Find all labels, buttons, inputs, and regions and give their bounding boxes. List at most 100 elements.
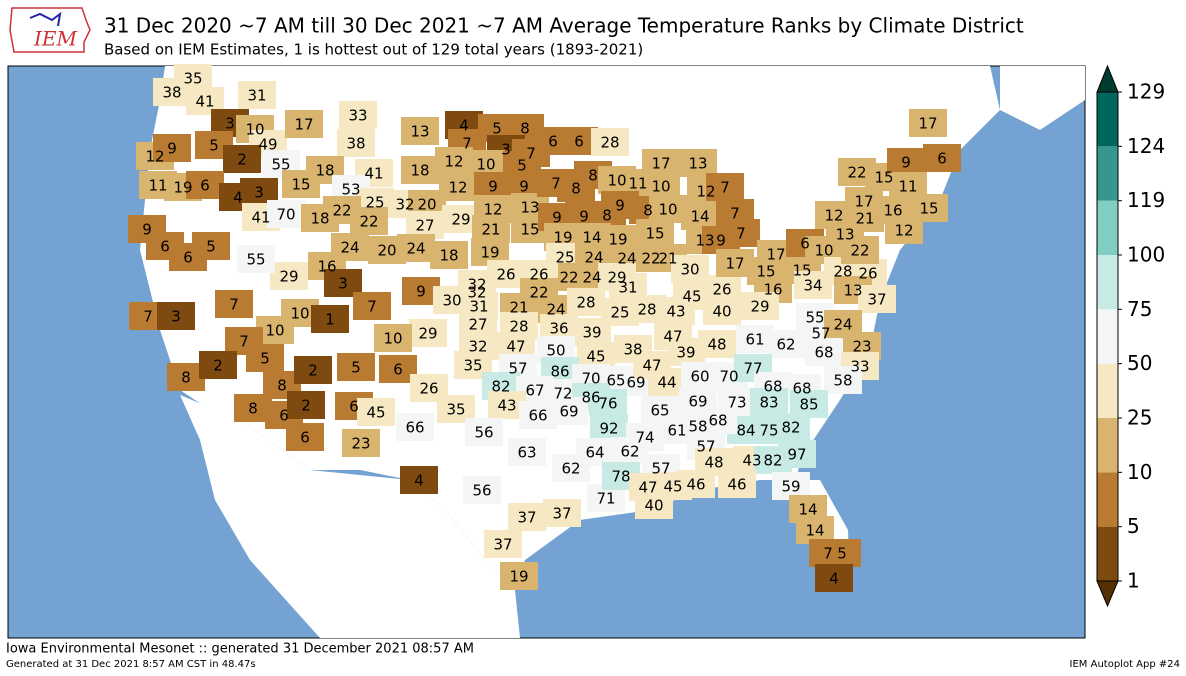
district-rank: 67	[525, 382, 544, 400]
district-fill	[567, 288, 605, 316]
district-rank: 5	[209, 137, 219, 155]
district-rank: 35	[463, 357, 482, 375]
district-rank: 12	[696, 183, 715, 201]
district-rank: 23	[852, 338, 871, 356]
district-rank: 75	[759, 422, 778, 440]
district-fill	[677, 470, 715, 498]
district-fill	[824, 366, 862, 394]
district-rank: 12	[448, 179, 467, 197]
district-rank: 12	[145, 148, 164, 166]
district-rank: 46	[686, 476, 705, 494]
district-fill	[889, 172, 927, 200]
district-rank: 5	[260, 350, 270, 368]
district-fill	[267, 200, 305, 228]
district-rank: 35	[183, 70, 202, 88]
district-rank: 11	[148, 177, 167, 195]
district-rank: 9	[167, 140, 177, 158]
district-fill	[199, 351, 237, 379]
district-rank: 16	[763, 281, 782, 299]
logo-text: IEM	[33, 27, 78, 51]
district-fill	[237, 245, 275, 273]
district-fill	[186, 171, 224, 199]
district-rank: 12	[894, 222, 913, 240]
district-rank: 55	[805, 309, 824, 327]
district-rank: 9	[716, 232, 726, 250]
district-rank: 5	[517, 157, 527, 175]
district-rank: 55	[246, 251, 265, 269]
colorbar-segment	[1097, 363, 1118, 418]
district-rank: 57	[696, 438, 715, 456]
district-rank: 9	[142, 221, 152, 239]
district-rank: 39	[676, 344, 695, 362]
district-rank: 45	[682, 288, 701, 306]
district-rank: 6	[574, 133, 584, 151]
colorbar-segment	[1097, 526, 1118, 581]
district-fill	[508, 438, 546, 466]
footer-generated: Generated at 31 Dec 2021 8:57 AM CST in …	[6, 659, 256, 670]
colorbar-under	[1096, 580, 1119, 608]
district-rank: 6	[300, 429, 310, 447]
district-rank: 6	[393, 361, 403, 379]
district-fill	[287, 391, 325, 419]
district-fill	[463, 476, 501, 504]
district-rank: 7	[730, 205, 740, 223]
district-fill	[223, 145, 261, 173]
district-rank: 14	[582, 229, 601, 247]
district-rank: 10	[265, 322, 284, 340]
district-fill	[591, 128, 629, 156]
district-rank: 53	[341, 181, 360, 199]
district-rank: 66	[528, 407, 547, 425]
district-fill	[767, 330, 805, 358]
footer-source: Iowa Environmental Mesonet :: generated …	[6, 642, 474, 657]
district-fill	[472, 215, 510, 243]
district-rank: 24	[406, 240, 425, 258]
colorbar-label: 100	[1127, 243, 1165, 267]
district-rank: 97	[787, 446, 806, 464]
district-rank: 68	[792, 380, 811, 398]
district-rank: 32	[467, 284, 486, 302]
district-rank: 8	[571, 180, 581, 198]
district-rank: 6	[937, 150, 947, 168]
colorbar-segment	[1097, 309, 1118, 364]
district-rank: 86	[550, 363, 569, 381]
district-rank: 41	[195, 93, 214, 111]
district-rank: 12	[824, 207, 843, 225]
district-rank: 24	[582, 269, 601, 287]
district-rank: 2	[301, 397, 311, 415]
district-fill	[703, 297, 741, 325]
district-rank: 19	[553, 229, 572, 247]
canada-east	[1000, 66, 1085, 130]
district-rank: 47	[663, 328, 682, 346]
district-fill	[353, 292, 391, 320]
district-fill	[465, 418, 503, 446]
subtitle: Based on IEM Estimates, 1 is hottest out…	[104, 41, 643, 59]
colorbar-label: 50	[1127, 351, 1152, 375]
district-rank: 7	[143, 308, 153, 326]
title: 31 Dec 2020 ~7 AM till 30 Dec 2021 ~7 AM…	[104, 14, 1024, 38]
district-rank: 20	[377, 242, 396, 260]
district-rank: 21	[855, 210, 874, 228]
district-fill	[706, 173, 744, 201]
district-rank: 69	[559, 403, 578, 421]
district-rank: 13	[410, 123, 429, 141]
district-rank: 5	[351, 359, 361, 377]
district-fill	[778, 440, 816, 468]
district-fill	[642, 149, 680, 177]
district-fill	[294, 356, 332, 384]
district-rank: 48	[704, 454, 723, 472]
district-rank: 7	[239, 333, 249, 351]
district-rank: 2	[308, 362, 318, 380]
district-rank: 16	[317, 258, 336, 276]
district-rank: 33	[348, 107, 367, 125]
district-rank: 25	[365, 194, 384, 212]
district-rank: 6	[200, 177, 210, 195]
district-rank: 29	[279, 268, 298, 286]
colorbar-segment	[1097, 472, 1118, 527]
district-fill	[157, 302, 195, 330]
district-rank: 7	[526, 145, 536, 163]
district-rank: 3	[171, 308, 181, 326]
district-rank: 24	[833, 316, 852, 334]
district-rank: 6	[548, 133, 558, 151]
district-rank: 10	[658, 201, 677, 219]
district-rank: 6	[349, 398, 359, 416]
